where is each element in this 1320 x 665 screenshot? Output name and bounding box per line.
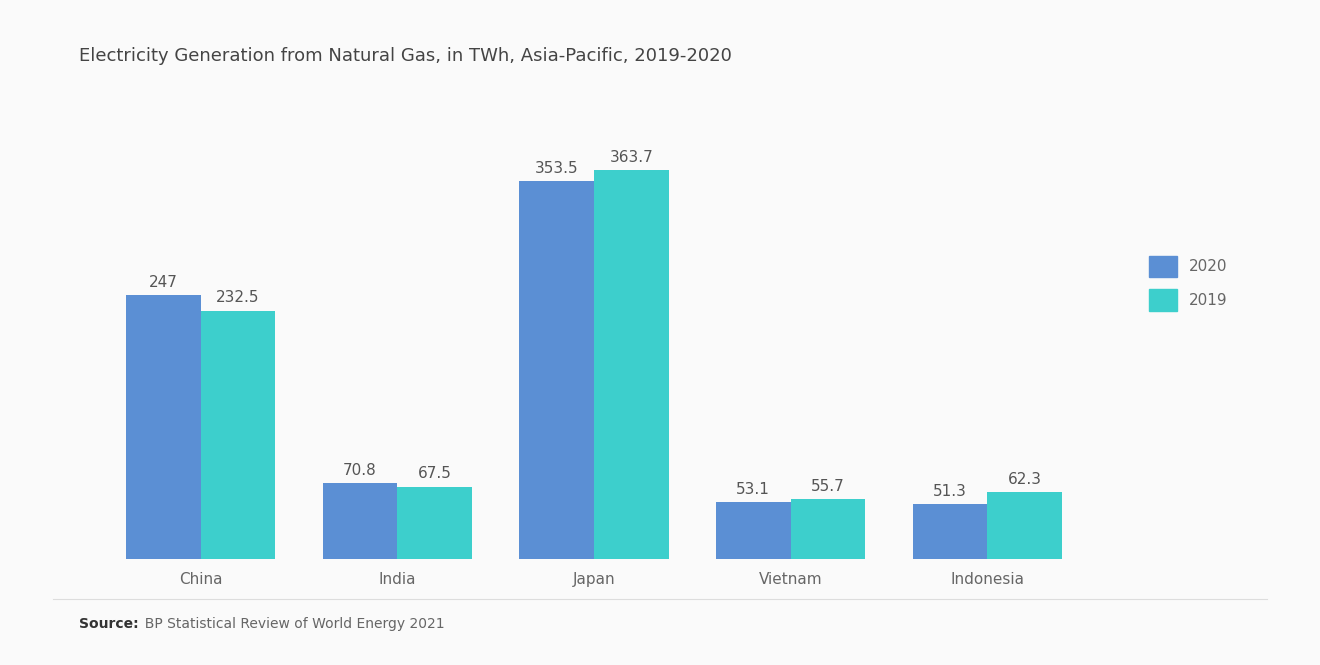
Text: 55.7: 55.7: [810, 479, 845, 494]
Bar: [519, 182, 594, 559]
Text: 247: 247: [149, 275, 178, 290]
Bar: [987, 492, 1063, 559]
Text: BP Statistical Review of World Energy 2021: BP Statistical Review of World Energy 20…: [136, 617, 445, 632]
Text: 62.3: 62.3: [1007, 471, 1041, 487]
Text: Source:: Source:: [79, 617, 139, 632]
Legend: 2020, 2019: 2020, 2019: [1142, 248, 1236, 319]
Bar: [201, 311, 276, 559]
Text: Electricity Generation from Natural Gas, in TWh, Asia-Pacific, 2019-2020: Electricity Generation from Natural Gas,…: [79, 47, 733, 65]
Text: 70.8: 70.8: [343, 463, 378, 477]
Text: 53.1: 53.1: [737, 481, 770, 497]
Bar: [125, 295, 201, 559]
Text: 363.7: 363.7: [610, 150, 653, 165]
Bar: [715, 502, 791, 559]
Text: 353.5: 353.5: [535, 161, 578, 176]
Bar: [322, 483, 397, 559]
Bar: [594, 170, 669, 559]
Bar: [791, 499, 866, 559]
Text: 67.5: 67.5: [418, 466, 451, 481]
Bar: [397, 487, 473, 559]
Bar: [912, 504, 987, 559]
Text: 232.5: 232.5: [216, 290, 260, 305]
Text: 51.3: 51.3: [933, 483, 966, 499]
